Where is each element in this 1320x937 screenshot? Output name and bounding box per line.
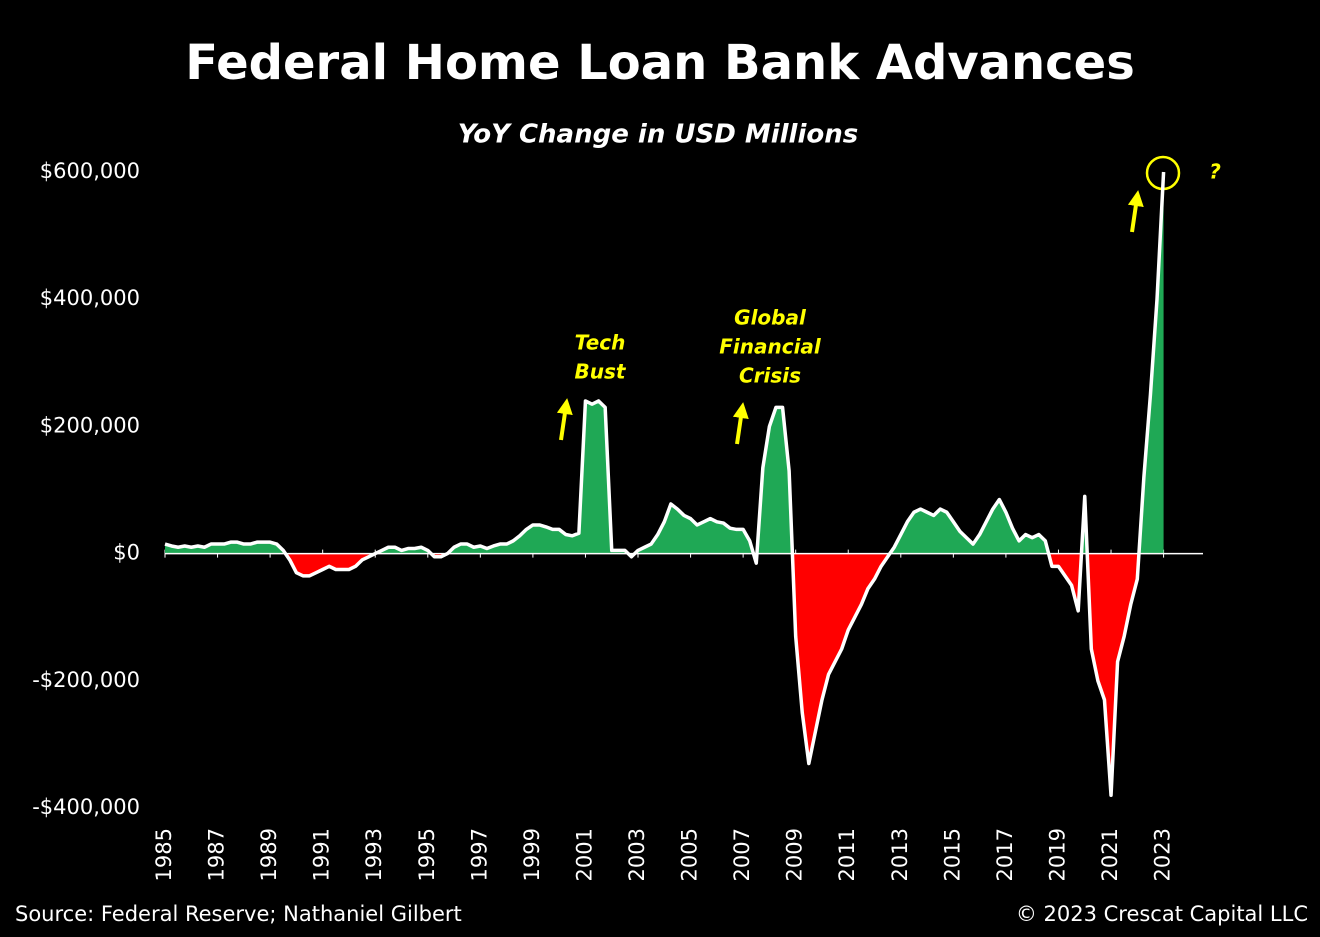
x-tick-label: 1991 — [310, 828, 334, 881]
annotation: Tech — [575, 331, 626, 355]
x-tick-label: 2017 — [993, 828, 1017, 881]
copyright: © 2023 Crescat Capital LLC — [1016, 902, 1308, 926]
annotation: Bust — [575, 360, 627, 384]
y-tick-label: $200,000 — [40, 413, 140, 437]
x-tick-label: 1999 — [520, 828, 544, 881]
y-tick-label: $400,000 — [40, 286, 140, 310]
x-tick-label: 2011 — [835, 828, 859, 881]
annotation: Global — [734, 306, 807, 330]
x-tick-label: 2023 — [1151, 828, 1175, 881]
x-tick-label: 2001 — [572, 828, 596, 881]
x-tick-label: 1989 — [257, 828, 281, 881]
y-tick-label: -$200,000 — [32, 668, 140, 692]
x-tick-label: 2007 — [730, 828, 754, 881]
x-tick-label: 2009 — [783, 828, 807, 881]
arrow — [556, 398, 573, 441]
x-tick-label: 1993 — [362, 828, 386, 881]
y-tick-label: -$400,000 — [32, 795, 140, 819]
x-tick-label: 2015 — [940, 828, 964, 881]
x-tick-label: 2003 — [625, 828, 649, 881]
x-tick-label: 2019 — [1045, 828, 1069, 881]
annotation: Financial — [719, 335, 822, 359]
x-tick-label: 1985 — [152, 828, 176, 881]
x-tick-label: 1997 — [467, 828, 491, 881]
x-tick-label: 1987 — [205, 828, 229, 881]
source-note: Source: Federal Reserve; Nathaniel Gilbe… — [15, 902, 462, 926]
annotation: ? — [1209, 160, 1221, 184]
x-tick-label: 2005 — [678, 828, 702, 881]
annotation: Crisis — [739, 364, 801, 388]
x-tick-label: 2013 — [888, 828, 912, 881]
chart-title: Federal Home Loan Bank Advances — [185, 35, 1135, 91]
x-tick-label: 1995 — [415, 828, 439, 881]
line — [164, 171, 1166, 798]
arrow — [732, 402, 749, 445]
y-tick-label: $0 — [113, 541, 140, 565]
y-tick-label: $600,000 — [40, 159, 140, 183]
chart-subtitle: YoY Change in USD Millions — [458, 120, 858, 150]
arrow — [1127, 190, 1144, 233]
x-tick-label: 2021 — [1098, 828, 1122, 881]
